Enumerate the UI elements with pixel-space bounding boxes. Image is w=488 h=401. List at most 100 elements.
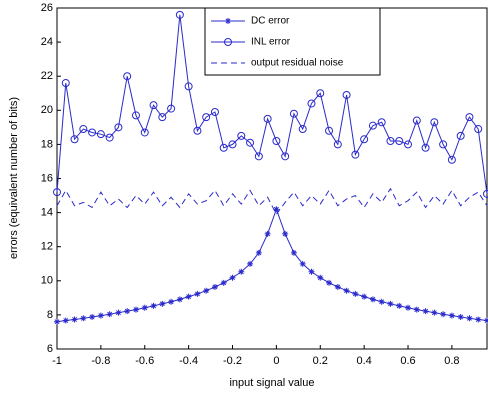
legend-label: INL error <box>251 37 291 48</box>
point <box>440 311 447 318</box>
point <box>484 317 488 324</box>
point <box>97 312 104 319</box>
point <box>456 131 465 140</box>
point <box>96 130 105 139</box>
point <box>377 118 386 127</box>
legend-marker <box>225 18 231 24</box>
point <box>439 140 448 149</box>
y-tick-label: 20 <box>41 104 53 116</box>
legend-label: output residual noise <box>251 58 344 69</box>
point <box>422 308 429 315</box>
point <box>430 118 439 127</box>
point <box>307 99 316 108</box>
point <box>220 279 227 286</box>
point <box>237 131 246 140</box>
point <box>395 136 404 145</box>
point <box>203 287 210 294</box>
point <box>70 135 79 144</box>
point <box>141 304 148 311</box>
point <box>115 309 122 316</box>
point <box>211 283 218 290</box>
point <box>474 125 483 134</box>
y-tick-label: 6 <box>47 343 53 355</box>
series-line <box>56 14 488 194</box>
point <box>282 230 289 237</box>
point <box>325 126 334 135</box>
point <box>202 113 211 122</box>
point <box>247 260 254 267</box>
point <box>466 315 473 322</box>
point <box>352 290 359 297</box>
point <box>229 274 236 281</box>
point <box>123 72 132 81</box>
series-line <box>56 187 488 216</box>
point <box>106 311 113 318</box>
y-tick-label: 8 <box>47 309 53 321</box>
point <box>228 140 237 149</box>
point <box>140 128 149 137</box>
legend-label: DC error <box>251 16 290 27</box>
point <box>54 318 60 325</box>
point <box>89 313 96 320</box>
point <box>342 90 351 99</box>
point <box>281 152 290 161</box>
y-tick-label: 22 <box>41 70 53 82</box>
point <box>194 290 201 297</box>
point <box>184 82 193 91</box>
point <box>80 315 87 322</box>
point <box>334 283 341 290</box>
point <box>448 312 455 319</box>
y-tick-label: 10 <box>41 275 53 287</box>
point <box>264 230 271 237</box>
point <box>149 101 158 110</box>
point <box>246 138 255 147</box>
point <box>369 296 376 303</box>
legend: DC error INL error output residual noise <box>204 7 381 76</box>
point <box>132 306 139 313</box>
point <box>290 249 297 256</box>
point <box>273 206 280 213</box>
x-tick-label: 0.8 <box>444 355 459 367</box>
point <box>317 274 324 281</box>
point <box>219 143 228 152</box>
y-tick-label: 16 <box>41 172 53 184</box>
x-tick-label: -0.2 <box>223 355 242 367</box>
point <box>299 260 306 267</box>
point <box>396 302 403 309</box>
point <box>378 298 385 305</box>
y-tick-label: 24 <box>41 36 53 48</box>
point <box>272 136 281 145</box>
point <box>175 10 184 19</box>
x-tick-label: 0 <box>273 355 279 367</box>
point <box>405 304 412 311</box>
point <box>404 140 413 149</box>
point <box>124 308 131 315</box>
x-tick-label: 0.6 <box>400 355 415 367</box>
point <box>53 188 61 197</box>
x-tick-label: 0.4 <box>356 355 371 367</box>
point <box>316 89 325 98</box>
point <box>62 317 69 324</box>
point <box>361 293 368 300</box>
point <box>360 135 369 144</box>
legend-marker <box>224 38 232 46</box>
point <box>308 268 315 275</box>
point <box>333 140 342 149</box>
point <box>289 109 298 118</box>
point <box>343 287 350 294</box>
point <box>386 136 395 145</box>
point <box>185 293 192 300</box>
point <box>298 125 307 134</box>
point <box>431 309 438 316</box>
point <box>351 150 360 159</box>
point <box>159 300 166 307</box>
point <box>447 155 456 164</box>
point <box>150 302 157 309</box>
point <box>368 121 377 130</box>
x-tick-label: -0.6 <box>135 355 154 367</box>
y-tick-label: 18 <box>41 138 53 150</box>
x-tick-label: 0.2 <box>313 355 328 367</box>
point <box>61 79 70 88</box>
point <box>412 116 421 125</box>
